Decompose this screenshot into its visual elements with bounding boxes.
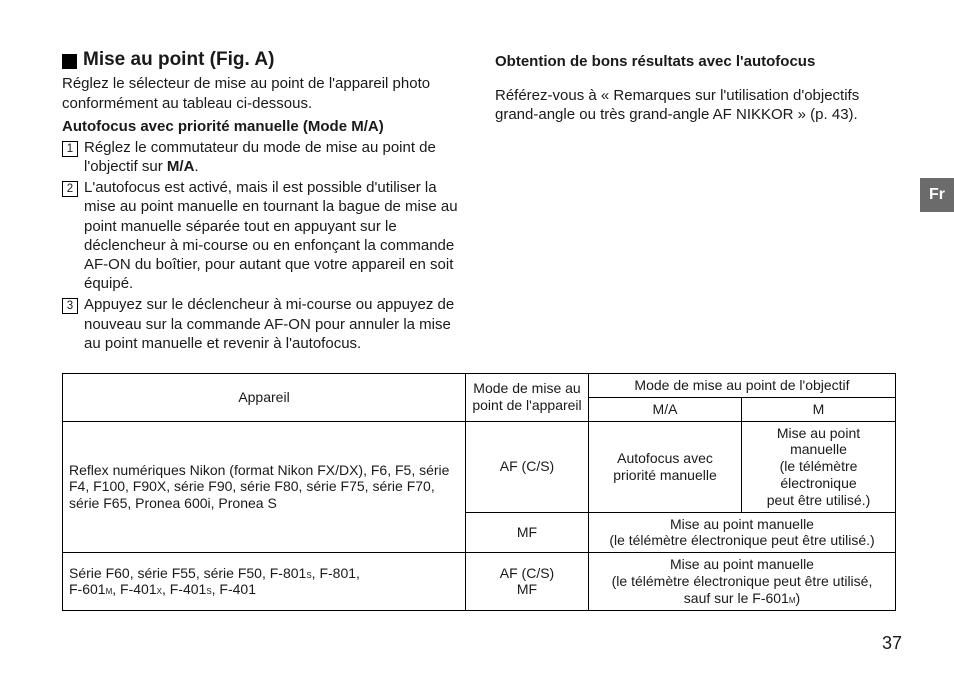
step-text: L'autofocus est activé, mais il est poss…: [84, 178, 469, 293]
two-column-layout: Mise au point (Fig. A) Réglez le sélecte…: [62, 48, 902, 355]
step-2: 2 L'autofocus est activé, mais il est po…: [62, 178, 469, 293]
right-column: Obtention de bons résultats avec l'autof…: [495, 48, 902, 355]
cell-camera-list-1: Reflex numériques Nikon (format Nikon FX…: [63, 421, 466, 553]
cell-manual-merged: Mise au point manuelle(le télémètre élec…: [589, 512, 896, 553]
cell-manual-merged-2: Mise au point manuelle(le télémètre élec…: [589, 553, 896, 610]
col-subheader-ma: M/A: [589, 397, 742, 421]
step-3: 3 Appuyez sur le déclencheur à mi-course…: [62, 295, 469, 353]
left-subheading: Autofocus avec priorité manuelle (Mode M…: [62, 117, 469, 136]
cell-camera-list-2: Série F60, série F55, série F50, F-801s,…: [63, 553, 466, 610]
section-title-text: Mise au point (Fig. A): [83, 48, 274, 72]
manual-page: Mise au point (Fig. A) Réglez le sélecte…: [0, 0, 954, 677]
step-text: Réglez le commutateur du mode de mise au…: [84, 138, 469, 176]
cell-ma-desc: Autofocus avec priorité manuelle: [589, 421, 742, 512]
left-column: Mise au point (Fig. A) Réglez le sélecte…: [62, 48, 469, 355]
cell-mode-af: AF (C/S): [466, 421, 589, 512]
col-header-camera: Appareil: [63, 373, 466, 421]
step-1: 1 Réglez le commutateur du mode de mise …: [62, 138, 469, 176]
cell-mode-af-mf: AF (C/S)MF: [466, 553, 589, 610]
right-subheading: Obtention de bons résultats avec l'autof…: [495, 52, 902, 71]
section-title: Mise au point (Fig. A): [62, 48, 469, 72]
table-header-row: Appareil Mode de mise au point de l'appa…: [63, 373, 896, 397]
cell-m-desc: Mise au point manuelle(le télémètre élec…: [742, 421, 896, 512]
table-row: Reflex numériques Nikon (format Nikon FX…: [63, 421, 896, 512]
focus-mode-table: Appareil Mode de mise au point de l'appa…: [62, 373, 896, 611]
table-row: Série F60, série F55, série F50, F-801s,…: [63, 553, 896, 610]
step-number-box: 2: [62, 181, 78, 197]
square-bullet-icon: [62, 54, 77, 69]
col-header-lens-mode: Mode de mise au point de l'objectif: [589, 373, 896, 397]
cell-mode-mf: MF: [466, 512, 589, 553]
step-text: Appuyez sur le déclencheur à mi-course o…: [84, 295, 469, 353]
col-subheader-m: M: [742, 397, 896, 421]
language-tab: Fr: [920, 178, 954, 212]
step-number-box: 1: [62, 141, 78, 157]
language-label: Fr: [929, 185, 945, 205]
step-number-box: 3: [62, 298, 78, 314]
intro-paragraph: Réglez le sélecteur de mise au point de …: [62, 74, 469, 112]
right-body: Référez-vous à « Remarques sur l'utilisa…: [495, 86, 902, 124]
col-header-camera-mode: Mode de mise au point de l'appareil: [466, 373, 589, 421]
page-number: 37: [882, 632, 902, 655]
